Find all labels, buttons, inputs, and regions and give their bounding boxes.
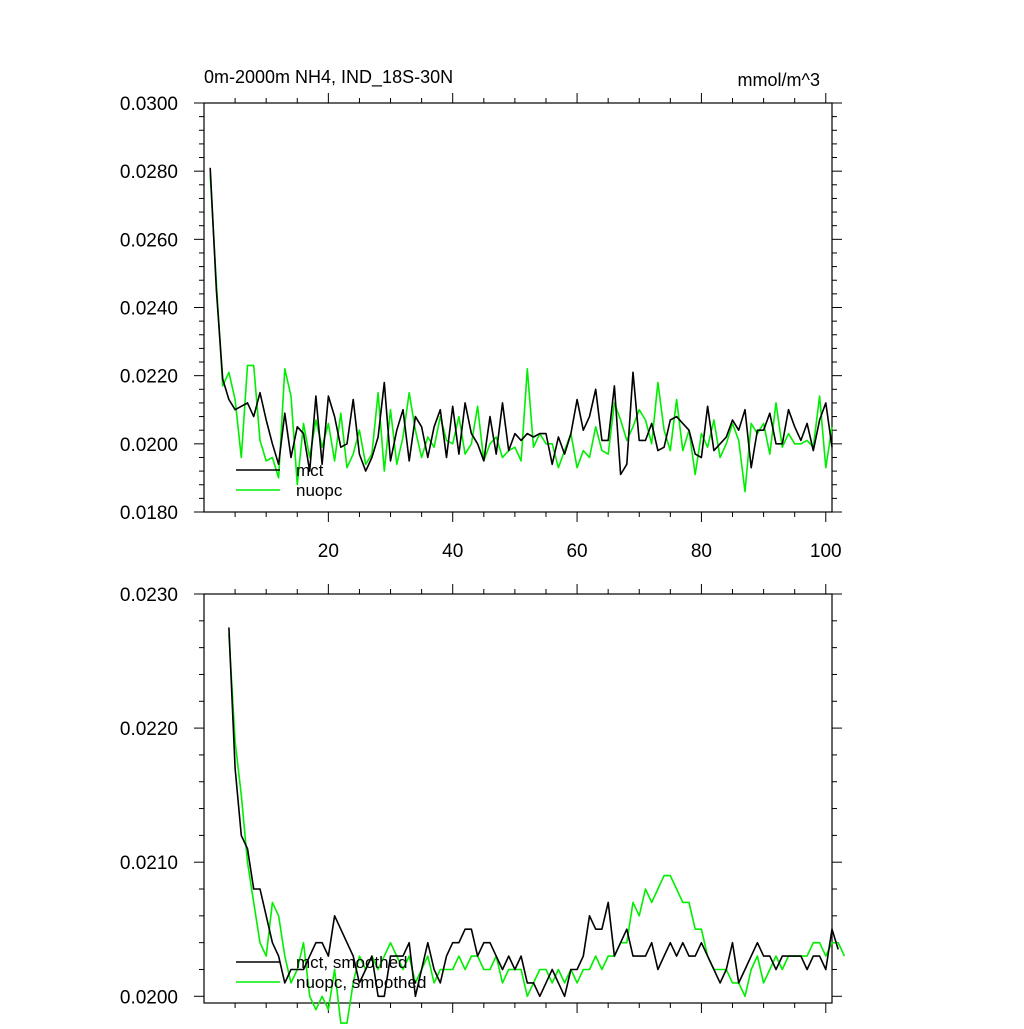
top-panel: 20 40 60 80 100 0.0180 0.0200 0.0220 0.0240 0.026… (120, 93, 842, 562)
chart-units-label: mmol/m^3 (738, 70, 820, 90)
y-tick-label: 0.0230 (120, 585, 178, 606)
series-line-nuopc-smoothed (228, 634, 846, 1024)
x-tick-label: 40 (442, 541, 463, 562)
y-tick-label: 0.0180 (120, 503, 178, 524)
y-tick-label: 0.0200 (120, 987, 178, 1008)
legend-label: nuopc (296, 481, 343, 500)
x-tick-label: 100 (810, 541, 842, 562)
chart-title: 0m-2000m NH4, IND_18S-30N (204, 67, 453, 88)
x-tick-label: 60 (566, 541, 587, 562)
y-tick-label: 0.0240 (120, 299, 178, 320)
series-line-nuopc (209, 174, 833, 493)
plot-frame (203, 593, 833, 1004)
legend-label: mct (296, 461, 324, 480)
y-tick-label: 0.0220 (120, 367, 178, 388)
legend-label: nuopc, smoothed (296, 973, 426, 992)
series-line-mct-smoothed (228, 627, 839, 998)
y-tick-label: 0.0200 (120, 435, 178, 456)
y-tick-label: 0.0210 (120, 853, 178, 874)
y-tick-label: 0.0220 (120, 719, 178, 740)
bottom-panel: 0.0200 0.0210 0.0220 0.0230 mct, smoothednuo… (120, 584, 846, 1024)
y-tick-label: 0.0300 (120, 94, 178, 115)
legend-label: mct, smoothed (296, 953, 408, 972)
x-tick-label: 20 (318, 541, 339, 562)
series-line-mct (209, 167, 833, 476)
y-tick-label: 0.0280 (120, 162, 178, 183)
x-tick-label: 80 (691, 541, 712, 562)
y-tick-label: 0.0260 (120, 230, 178, 251)
